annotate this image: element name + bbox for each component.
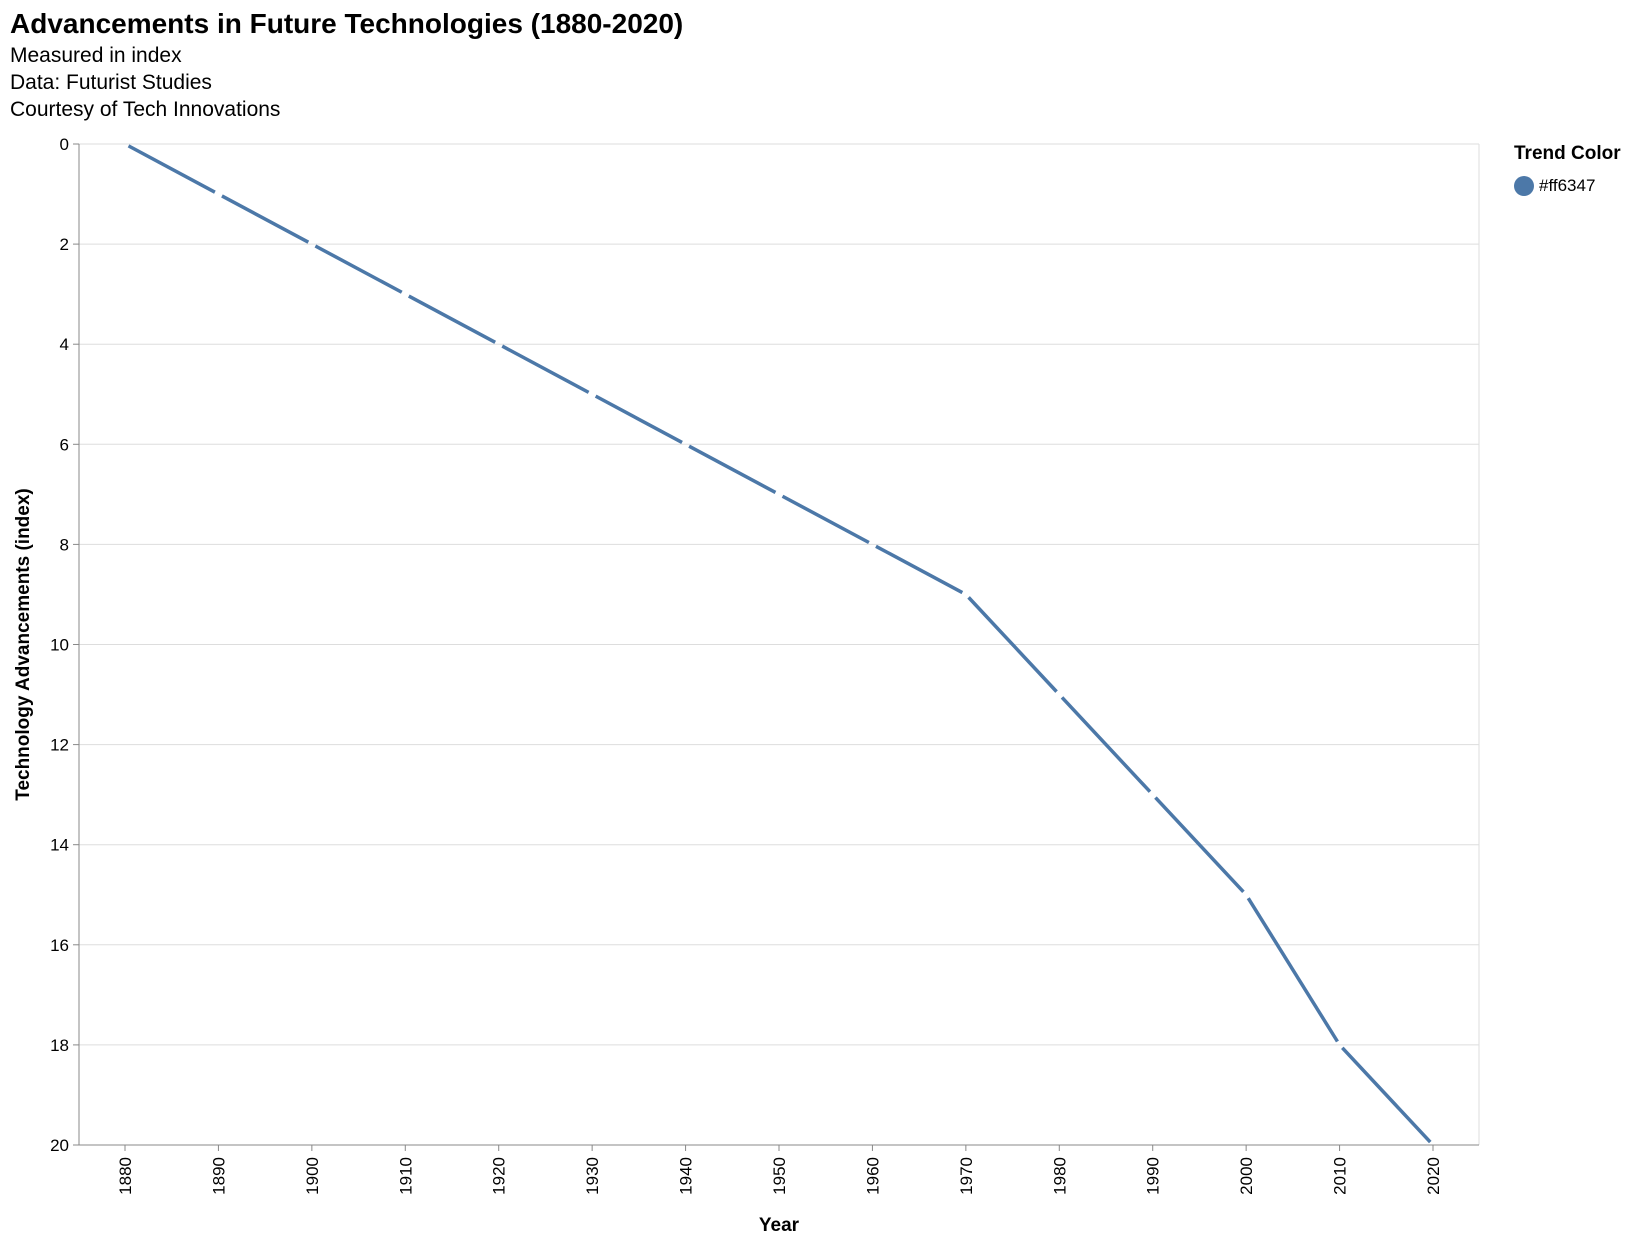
- line-segment: [407, 294, 497, 344]
- data-point: [592, 394, 593, 395]
- x-tick-label: 2010: [1331, 1157, 1350, 1195]
- y-tick-label: 6: [60, 435, 69, 454]
- line-segment: [501, 344, 590, 394]
- x-tick-label: 1960: [863, 1157, 882, 1195]
- y-tick-label: 8: [60, 535, 69, 554]
- x-tick-label: 1940: [677, 1157, 696, 1195]
- y-axis-title: Technology Advancements (index): [13, 488, 34, 801]
- x-tick-label: 1900: [303, 1157, 322, 1195]
- chart-title: Advancements in Future Technologies (188…: [10, 8, 684, 39]
- x-tick-label: 1910: [396, 1157, 415, 1195]
- y-tick-label: 20: [50, 1136, 69, 1155]
- line-segment: [594, 394, 683, 444]
- line-segment: [127, 144, 216, 194]
- line-segment: [1060, 696, 1152, 793]
- y-tick-label: 10: [50, 636, 69, 655]
- data-point: [218, 194, 219, 195]
- line-segment: [221, 194, 310, 244]
- x-tick-label: 1890: [209, 1157, 228, 1195]
- x-tick-label: 2020: [1424, 1157, 1443, 1195]
- data-point: [1152, 794, 1153, 795]
- grid-lines: [79, 143, 1480, 1146]
- data-point: [965, 594, 966, 595]
- data-point: [1246, 894, 1247, 895]
- y-tick-label: 12: [50, 736, 69, 755]
- line-segment: [688, 444, 777, 495]
- y-tick-label: 14: [50, 836, 69, 855]
- x-tick-label: 1970: [957, 1157, 976, 1195]
- axes: 0 2 4 6 8 10 12 14 16 18 20 1880 1890 1900 1910 1920 193…: [50, 135, 1479, 1195]
- x-tick-label: 1980: [1050, 1157, 1069, 1195]
- y-tick-label: 16: [50, 936, 69, 955]
- legend-title: Trend Color: [1514, 143, 1621, 164]
- data-point: [1059, 694, 1060, 695]
- line-segment: [1246, 897, 1339, 1043]
- legend-entry: #ff6347: [1514, 176, 1595, 196]
- line-segment: [1154, 796, 1245, 894]
- x-tick-label: 1880: [116, 1157, 135, 1195]
- line-segment: [314, 244, 403, 294]
- x-tick-label: 2000: [1237, 1157, 1256, 1195]
- legend-swatch: [1514, 176, 1534, 196]
- line-segment: [875, 544, 964, 595]
- x-axis-title: Year: [759, 1215, 800, 1236]
- data-point: [405, 294, 406, 295]
- y-tick-label: 2: [60, 235, 69, 254]
- x-tick-label: 1990: [1144, 1157, 1163, 1195]
- chart-subtitle-3: Courtesy of Tech Innovations: [10, 98, 281, 121]
- x-tick-label: 1920: [490, 1157, 509, 1195]
- x-tick-label: 1930: [583, 1157, 602, 1195]
- chart-subtitle-2: Data: Futurist Studies: [10, 71, 212, 94]
- chart-subtitle-1: Measured in index: [10, 44, 182, 67]
- line-segment: [967, 596, 1058, 693]
- y-tick-label: 4: [60, 335, 69, 354]
- data-point: [779, 494, 780, 495]
- line-segment: [781, 494, 870, 545]
- x-tick-label: 1950: [770, 1157, 789, 1195]
- y-tick-label: 18: [50, 1036, 69, 1055]
- y-tick-label: 0: [60, 135, 69, 154]
- legend-label: #ff6347: [1539, 176, 1596, 195]
- line-segment: [1341, 1046, 1432, 1144]
- series-layer: [127, 144, 1432, 1144]
